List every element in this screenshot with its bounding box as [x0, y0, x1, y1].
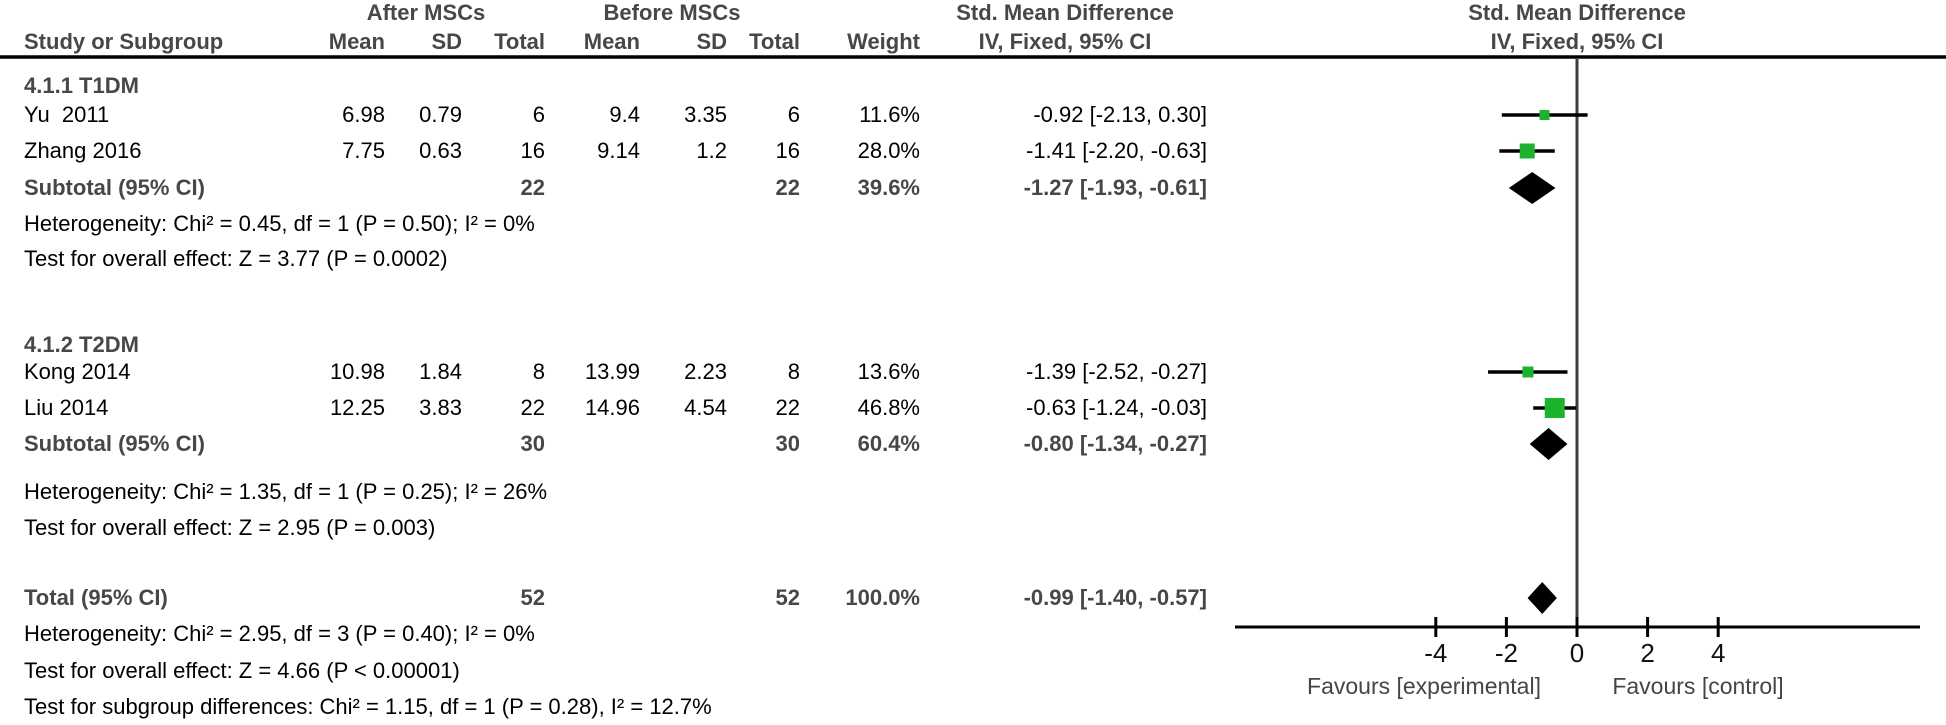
study-after-mean: 6.98: [342, 102, 385, 127]
footer-stat-text: Test for overall effect: Z = 4.66 (P < 0…: [24, 658, 460, 683]
study-before-mean: 13.99: [584, 359, 640, 384]
effect-square: [1539, 110, 1550, 120]
study-before-total: 22: [775, 395, 800, 420]
footer-stat-text: Test for subgroup differences: Chi² = 1.…: [24, 694, 712, 719]
study-after-sd: 0.79: [419, 102, 462, 127]
favours-experimental-label: Favours [experimental]: [1307, 673, 1541, 699]
study-after-mean: 12.25: [329, 395, 385, 420]
subtotal-diamond: [1529, 428, 1568, 460]
axis-tick-label: 0: [1570, 638, 1584, 668]
study-after-sd: 1.84: [419, 359, 462, 384]
heterogeneity-text: Heterogeneity: Chi² = 0.45, df = 1 (P = …: [24, 211, 535, 236]
after-total-column-header: Total: [494, 29, 545, 54]
subgroup-title: 4.1.1 T1DM: [24, 73, 139, 98]
subtotal-effect-estimate: -0.80 [-1.34, -0.27]: [1023, 431, 1207, 456]
before-mean-column-header: Mean: [583, 29, 640, 54]
total-label: Total (95% CI): [24, 585, 168, 610]
iv-fixed-plot-header: IV, Fixed, 95% CI: [1490, 29, 1664, 54]
study-after-total: 8: [532, 359, 545, 384]
subtotal-after-total: 30: [520, 431, 545, 456]
subtotal-weight: 39.6%: [857, 175, 920, 200]
study-name: Zhang 2016: [24, 138, 142, 163]
study-before-sd: 3.35: [684, 102, 727, 127]
subtotal-effect-estimate: -1.27 [-1.93, -0.61]: [1023, 175, 1207, 200]
before-mscs-group-header: Before MSCs: [603, 0, 741, 25]
total-before-total: 52: [775, 585, 800, 610]
study-after-total: 6: [532, 102, 545, 127]
before-sd-column-header: SD: [696, 29, 727, 54]
effect-square: [1522, 366, 1534, 378]
study-after-mean: 7.75: [342, 138, 385, 163]
study-before-mean: 9.14: [597, 138, 640, 163]
before-total-column-header: Total: [749, 29, 800, 54]
after-mean-column-header: Mean: [328, 29, 385, 54]
effect-square: [1519, 143, 1535, 159]
study-after-mean: 10.98: [329, 359, 385, 384]
study-after-sd: 3.83: [419, 395, 462, 420]
axis-tick-label: 2: [1640, 638, 1654, 668]
study-name: Yu 2011: [24, 102, 110, 127]
heterogeneity-text: Heterogeneity: Chi² = 1.35, df = 1 (P = …: [24, 479, 548, 504]
study-after-total: 22: [520, 395, 545, 420]
study-effect-estimate: -1.39 [-2.52, -0.27]: [1026, 359, 1207, 384]
effect-square: [1544, 398, 1565, 418]
subtotal-before-total: 30: [775, 431, 800, 456]
axis-tick-label: -4: [1424, 638, 1447, 668]
total-after-total: 52: [520, 585, 545, 610]
study-before-sd: 2.23: [684, 359, 727, 384]
total-effect-estimate: -0.99 [-1.40, -0.57]: [1023, 585, 1207, 610]
study-before-total: 16: [775, 138, 800, 163]
study-before-sd: 4.54: [684, 395, 727, 420]
study-before-mean: 14.96: [584, 395, 640, 420]
study-effect-estimate: -0.92 [-2.13, 0.30]: [1033, 102, 1207, 127]
smd-plot-header: Std. Mean Difference: [1468, 0, 1686, 25]
subtotal-before-total: 22: [775, 175, 800, 200]
favours-control-label: Favours [control]: [1612, 673, 1783, 699]
after-sd-column-header: SD: [431, 29, 462, 54]
subtotal-after-total: 22: [520, 175, 545, 200]
study-name: Liu 2014: [24, 395, 109, 420]
subtotal-label: Subtotal (95% CI): [24, 175, 205, 200]
iv-fixed-column-header: IV, Fixed, 95% CI: [978, 29, 1152, 54]
axis-tick-label: 4: [1711, 638, 1725, 668]
study-weight: 46.8%: [857, 395, 920, 420]
total-diamond: [1527, 582, 1557, 614]
study-before-mean: 9.4: [609, 102, 640, 127]
study-name: Kong 2014: [24, 359, 131, 384]
smd-column-header: Std. Mean Difference: [956, 0, 1174, 25]
weight-column-header: Weight: [847, 29, 920, 54]
after-mscs-group-header: After MSCs: [366, 0, 486, 25]
subtotal-label: Subtotal (95% CI): [24, 431, 205, 456]
study-weight: 28.0%: [857, 138, 920, 163]
study-before-sd: 1.2: [696, 138, 727, 163]
footer-stat-text: Heterogeneity: Chi² = 2.95, df = 3 (P = …: [24, 621, 535, 646]
subtotal-weight: 60.4%: [857, 431, 920, 456]
overall-effect-text: Test for overall effect: Z = 3.77 (P = 0…: [24, 246, 448, 271]
study-after-total: 16: [520, 138, 545, 163]
study-effect-estimate: -0.63 [-1.24, -0.03]: [1026, 395, 1207, 420]
study-weight: 11.6%: [859, 102, 920, 127]
overall-effect-text: Test for overall effect: Z = 2.95 (P = 0…: [24, 515, 436, 540]
study-weight: 13.6%: [857, 359, 920, 384]
subtotal-diamond: [1508, 172, 1556, 204]
axis-tick-label: -2: [1495, 638, 1518, 668]
subgroup-title: 4.1.2 T2DM: [24, 332, 139, 357]
study-column-header: Study or Subgroup: [24, 29, 224, 54]
study-before-total: 6: [787, 102, 800, 127]
study-before-total: 8: [787, 359, 800, 384]
total-weight: 100.0%: [845, 585, 920, 610]
study-after-sd: 0.63: [419, 138, 462, 163]
study-effect-estimate: -1.41 [-2.20, -0.63]: [1026, 138, 1207, 163]
